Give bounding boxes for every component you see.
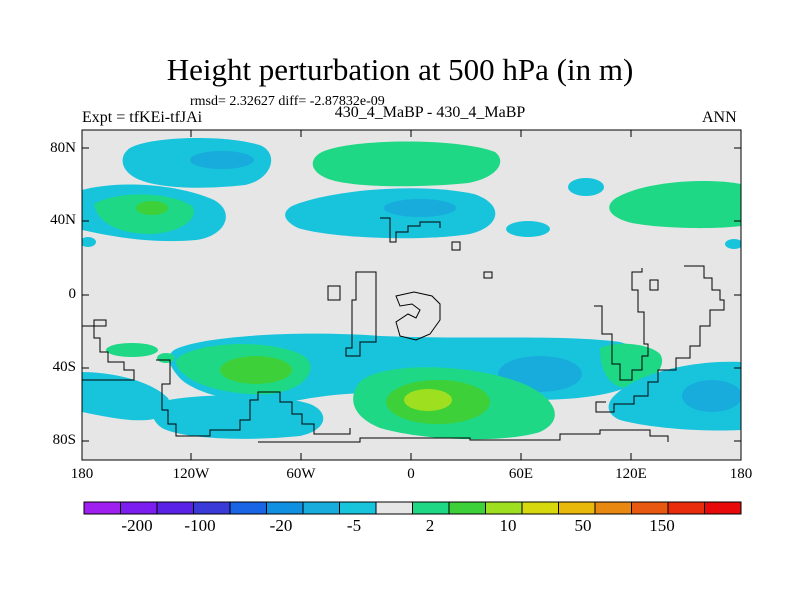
colorbar-label-minus100: -100 xyxy=(184,516,216,535)
colorbar-swatch xyxy=(302,501,340,515)
lon-tick-60e: 60E xyxy=(508,466,534,482)
colorbar-swatch xyxy=(412,501,450,515)
coastline-west-africa xyxy=(327,285,341,301)
coastline-africa xyxy=(156,359,351,437)
neg-region-south-atlantic xyxy=(152,395,324,439)
neg-region-southeast xyxy=(608,361,741,431)
lat-tick-40n: 40N xyxy=(50,212,76,228)
lat-tick-80n: 80N xyxy=(50,140,76,156)
colorbar-swatch xyxy=(594,501,632,515)
colorbar-swatch xyxy=(521,501,559,515)
colorbar-swatch xyxy=(120,501,158,515)
pos-core-north-america xyxy=(136,201,168,215)
colorbar-swatch xyxy=(229,501,267,515)
neg-spot-siberia xyxy=(568,178,604,196)
case-label: 430_4_MaBP - 430_4_MaBP xyxy=(334,104,526,121)
coastline-antarctica xyxy=(258,429,669,443)
coastline-middle-east xyxy=(395,291,441,341)
coastline-australia xyxy=(594,268,649,381)
pos-spot-south-american xyxy=(106,343,158,357)
colorbar-label-150: 150 xyxy=(649,516,675,535)
colorbar-swatch xyxy=(704,501,742,515)
neg-core-southeast xyxy=(682,380,741,412)
neg-spot-east-edge xyxy=(725,239,741,249)
colorbar-swatch xyxy=(485,501,523,515)
colorbar xyxy=(83,501,742,515)
colorbar-swatch xyxy=(156,501,194,515)
colorbar-swatch xyxy=(193,501,231,515)
plot-title: Height perturbation at 500 hPa (in m) xyxy=(166,52,634,87)
lat-tick-0: 0 xyxy=(68,286,77,302)
colorbar-label-minus20: -20 xyxy=(269,516,293,535)
colorbar-swatch xyxy=(631,501,669,515)
rmsd-stats: rmsd= 2.32627 diff= -2.87832e-09 xyxy=(190,94,385,109)
pos-region-north-america xyxy=(94,194,194,234)
colorbar-label-10: 10 xyxy=(499,516,517,535)
colorbar-label-minus5: -5 xyxy=(346,516,362,535)
colorbar-swatch xyxy=(375,501,413,515)
neg-spot-asia xyxy=(506,221,550,237)
neg-region-atlantic xyxy=(285,188,496,239)
lon-tick-120e: 120E xyxy=(615,466,647,482)
pos-spot-africa xyxy=(157,353,175,363)
lon-tick-0: 0 xyxy=(407,466,415,482)
coastline-north-africa xyxy=(345,271,377,357)
colorbar-swatch xyxy=(448,501,486,515)
lon-tick-180w: 180 xyxy=(70,466,94,482)
coastline-south-america xyxy=(82,325,135,381)
neg-core-atlantic xyxy=(384,199,456,217)
neg-region-southwest xyxy=(82,372,171,421)
experiment-label: Expt = tfKEi-tfJAi xyxy=(82,109,203,126)
lon-tick-120w: 120W xyxy=(172,466,210,482)
lat-tick-40s: 40S xyxy=(52,359,76,375)
colorbar-label-50: 50 xyxy=(574,516,592,535)
pos-region-west-pacific xyxy=(609,180,741,229)
coastline-japan xyxy=(649,279,659,291)
pos-region-arctic xyxy=(312,141,501,187)
coastline-europe xyxy=(380,217,441,243)
colorbar-swatch xyxy=(83,501,121,515)
coastline-east-asia xyxy=(595,265,725,413)
season-label: ANN xyxy=(702,109,737,126)
colorbar-swatch xyxy=(558,501,596,515)
coastline-indonesia xyxy=(483,271,493,279)
lon-tick-180e: 180 xyxy=(729,466,753,482)
tick-marks xyxy=(82,130,741,460)
neg-core-north-pacific xyxy=(190,151,254,169)
lat-tick-80s: 80S xyxy=(52,432,76,448)
colorbar-swatch xyxy=(266,501,304,515)
colorbar-swatch xyxy=(667,501,705,515)
lon-tick-60w: 60W xyxy=(286,466,316,482)
pos-core-south-pacific xyxy=(220,356,292,384)
coastlines xyxy=(82,217,725,443)
colorbar-label-minus200: -200 xyxy=(121,516,153,535)
coastline-madagascar xyxy=(93,319,107,327)
colorbar-swatch xyxy=(339,501,377,515)
colorbar-label-2: 2 xyxy=(425,516,435,535)
contour-fields xyxy=(82,137,741,440)
neg-spot-west-edge xyxy=(82,237,96,247)
coastline-india xyxy=(451,241,461,251)
pos-core-south-ocean xyxy=(404,389,452,411)
